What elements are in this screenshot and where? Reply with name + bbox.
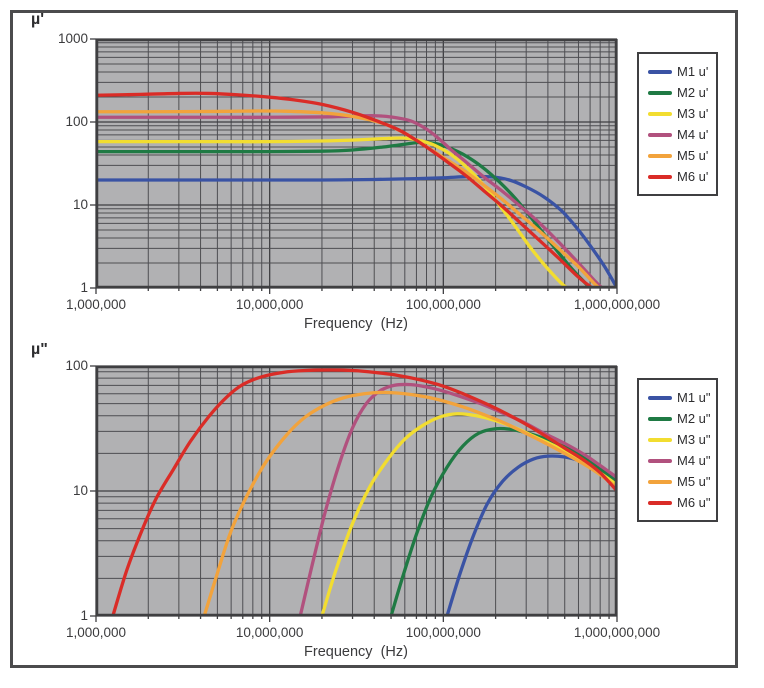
legend-label: M4 u" bbox=[677, 453, 711, 468]
series-line-m6-u- bbox=[111, 368, 617, 616]
legend-label: M6 u" bbox=[677, 495, 711, 510]
legend-color-swatch bbox=[648, 90, 672, 95]
series-line-m2-u- bbox=[389, 426, 617, 616]
x-tick-label: 1,000,000,000 bbox=[573, 297, 661, 312]
legend-color-swatch bbox=[648, 479, 672, 484]
x-tick-label: 1,000,000,000 bbox=[573, 625, 661, 640]
series-line-m3-u- bbox=[320, 412, 617, 616]
legend-label: M2 u" bbox=[677, 411, 711, 426]
legend-color-swatch bbox=[648, 395, 672, 400]
x-tick-label: 10,000,000 bbox=[235, 625, 304, 640]
plot-background bbox=[96, 39, 617, 288]
legend-label: M1 u" bbox=[677, 390, 711, 405]
plot-area-mu-prime bbox=[90, 38, 618, 294]
x-tick-label: 1,000,000 bbox=[65, 625, 127, 640]
legend-color-swatch bbox=[648, 458, 672, 463]
legend-label: M3 u' bbox=[677, 106, 709, 121]
series-line-m4-u- bbox=[298, 382, 617, 616]
plot-area-mu-double-prime bbox=[90, 365, 618, 622]
legend-color-swatch bbox=[648, 416, 672, 421]
legend-label: M5 u' bbox=[677, 148, 709, 163]
series-line-m1-u- bbox=[96, 174, 617, 288]
legend-item-m5-u-: M5 u' bbox=[648, 145, 708, 166]
legend-label: M4 u' bbox=[677, 127, 709, 142]
y-tick-label: 100 bbox=[65, 358, 88, 373]
y-tick-label: 10 bbox=[72, 197, 88, 212]
series-line-m3-u- bbox=[96, 136, 574, 288]
plot-border bbox=[95, 38, 618, 289]
y-tick-label: 1 bbox=[80, 608, 88, 623]
legend-item-m3-u-: M3 u' bbox=[648, 103, 708, 124]
series-curves bbox=[111, 368, 617, 616]
legend-label: M3 u" bbox=[677, 432, 711, 447]
x-axis-title-frequency: Frequency (Hz) bbox=[304, 316, 408, 332]
series-curves bbox=[96, 91, 617, 288]
x-tick-label: 10,000,000 bbox=[235, 297, 304, 312]
legend-item-m2-u-: M2 u" bbox=[648, 408, 711, 429]
legend-item-m1-u-: M1 u" bbox=[648, 387, 711, 408]
legend-label: M2 u' bbox=[677, 85, 709, 100]
legend-color-swatch bbox=[648, 437, 672, 442]
y-tick-label: 1000 bbox=[57, 31, 88, 46]
legend-box-mu-prime: M1 u' M2 u' M3 u' M4 u' M5 u' M6 u' bbox=[637, 52, 718, 196]
legend-color-swatch bbox=[648, 153, 672, 158]
legend-color-swatch bbox=[648, 69, 672, 74]
series-line-m5-u- bbox=[202, 390, 617, 616]
legend-label: M5 u" bbox=[677, 474, 711, 489]
legend-color-swatch bbox=[648, 132, 672, 137]
x-tick-label: 1,000,000 bbox=[65, 297, 127, 312]
legend-item-m1-u-: M1 u' bbox=[648, 61, 708, 82]
y-axis-title-mu-prime: µ' bbox=[31, 11, 45, 28]
series-line-m4-u- bbox=[96, 114, 604, 288]
legend-color-swatch bbox=[648, 174, 672, 179]
legend-item-m4-u-: M4 u" bbox=[648, 450, 711, 471]
series-line-m2-u- bbox=[96, 140, 592, 288]
legend-label: M6 u' bbox=[677, 169, 709, 184]
legend-item-m3-u-: M3 u" bbox=[648, 429, 711, 450]
series-line-m6-u- bbox=[96, 91, 594, 288]
y-axis-title-mu-double-prime: µ" bbox=[31, 341, 48, 358]
legend-box-mu-double-prime: M1 u" M2 u" M3 u" M4 u" M5 u" M6 u" bbox=[637, 378, 718, 522]
x-axis-title-frequency: Frequency (Hz) bbox=[304, 644, 408, 660]
x-tick-label: 100,000,000 bbox=[405, 625, 481, 640]
legend-color-swatch bbox=[648, 500, 672, 505]
y-tick-label: 100 bbox=[65, 114, 88, 129]
x-tick-label: 100,000,000 bbox=[405, 297, 481, 312]
plot-border bbox=[95, 365, 618, 617]
legend-item-m5-u-: M5 u" bbox=[648, 471, 711, 492]
legend-item-m2-u-: M2 u' bbox=[648, 82, 708, 103]
legend-color-swatch bbox=[648, 111, 672, 116]
legend-item-m6-u-: M6 u' bbox=[648, 166, 708, 187]
legend-label: M1 u' bbox=[677, 64, 709, 79]
legend-item-m4-u-: M4 u' bbox=[648, 124, 708, 145]
y-tick-label: 10 bbox=[72, 483, 88, 498]
y-tick-label: 1 bbox=[80, 280, 88, 295]
legend-item-m6-u-: M6 u" bbox=[648, 492, 711, 513]
